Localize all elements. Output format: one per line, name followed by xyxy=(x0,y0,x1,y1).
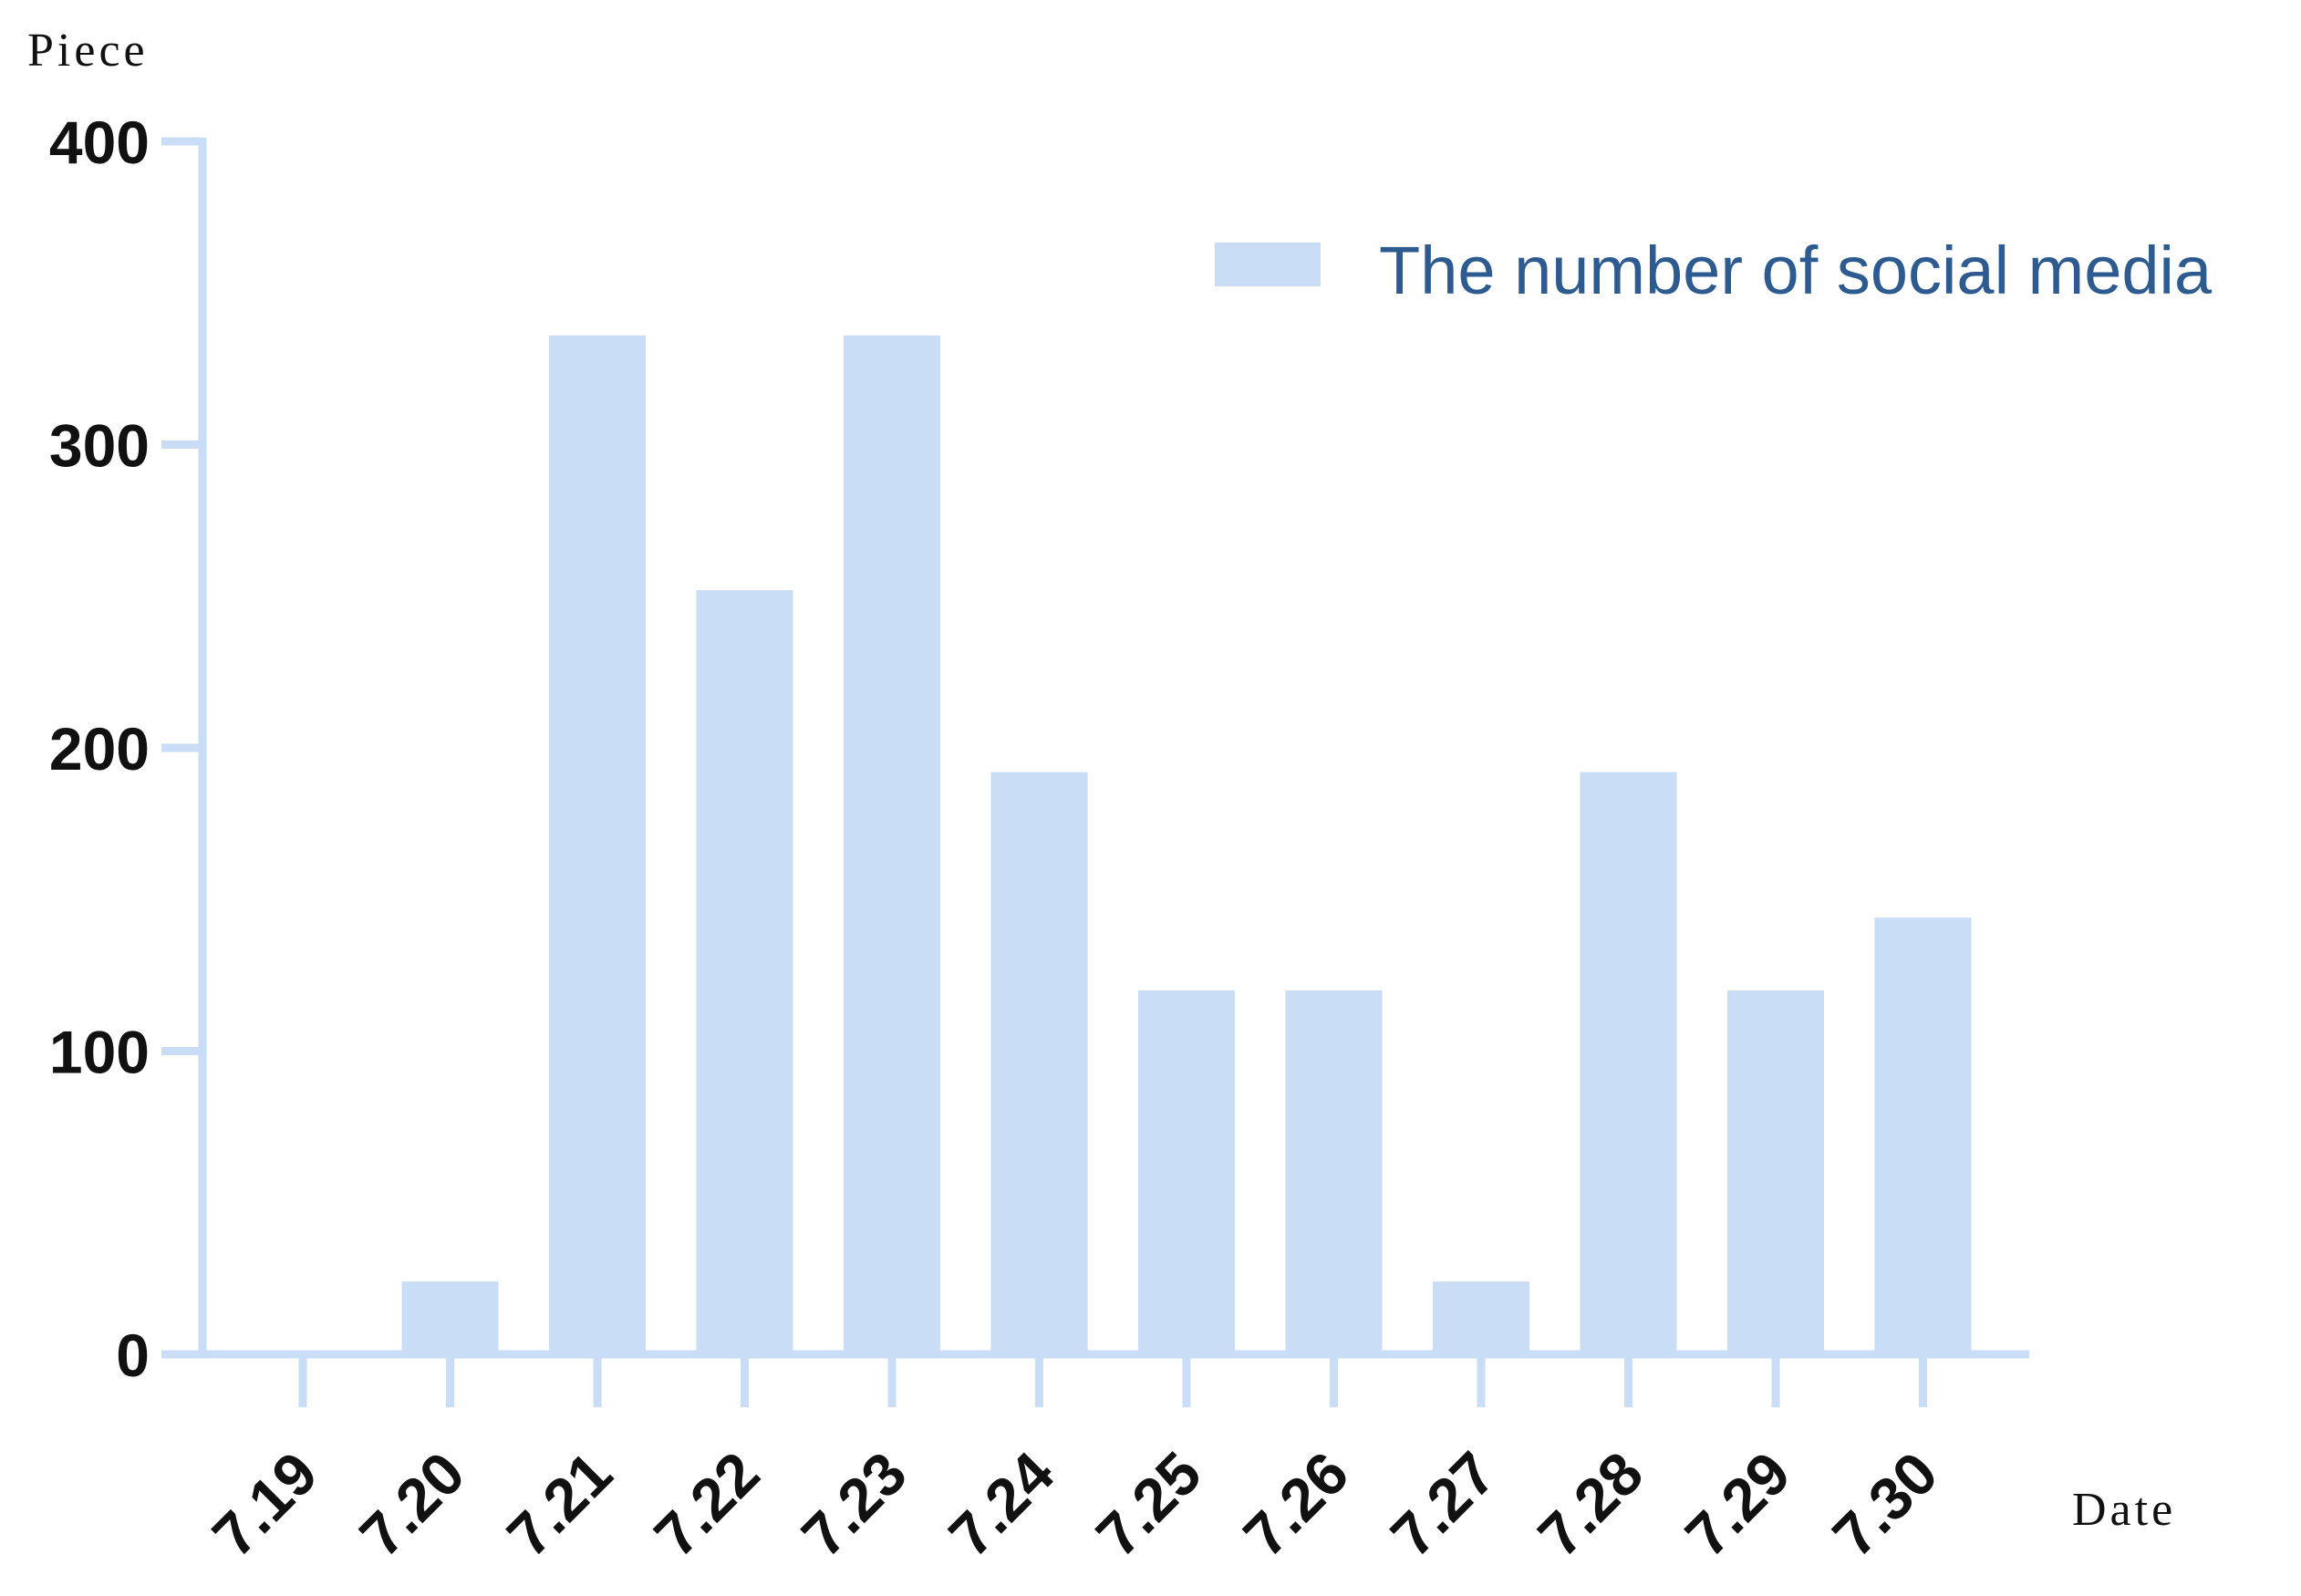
bar-7.23 xyxy=(844,335,940,1354)
y-ticks-group: 0 100 200 300 400 xyxy=(49,109,202,1389)
x-tick-label-7.25: 7.25 xyxy=(1083,1439,1214,1570)
x-tick-label-7.21: 7.21 xyxy=(494,1439,625,1570)
bars-group xyxy=(401,335,1972,1354)
y-tick-label-100: 100 xyxy=(49,1019,150,1086)
bar-7.21 xyxy=(549,335,646,1354)
bar-7.22 xyxy=(696,590,793,1354)
x-tick-label-7.24: 7.24 xyxy=(936,1438,1066,1569)
bar-7.30 xyxy=(1874,917,1972,1354)
y-tick-label-200: 200 xyxy=(49,715,150,782)
x-ticks-group: 7.19 7.20 7.21 7.22 7.23 7.24 7.25 7.26 7.27 7.28… xyxy=(200,1354,1950,1570)
x-tick-label-7.20: 7.20 xyxy=(347,1439,477,1570)
y-axis-label: Piece xyxy=(27,25,149,77)
legend: The number of social media xyxy=(1215,233,2213,308)
x-tick-label-7.30: 7.30 xyxy=(1819,1439,1950,1570)
bar-7.27 xyxy=(1433,1281,1529,1354)
x-tick-label-7.22: 7.22 xyxy=(641,1439,772,1570)
x-tick-label-7.26: 7.26 xyxy=(1230,1439,1361,1570)
bar-7.29 xyxy=(1727,990,1824,1354)
y-tick-label-300: 300 xyxy=(49,412,150,480)
x-tick-label-7.23: 7.23 xyxy=(789,1439,919,1570)
bar-7.25 xyxy=(1138,990,1235,1354)
bar-7.26 xyxy=(1285,990,1383,1354)
x-tick-label-7.28: 7.28 xyxy=(1525,1439,1655,1570)
bar-7.24 xyxy=(990,772,1088,1354)
bar-7.20 xyxy=(401,1281,499,1354)
y-tick-label-0: 0 xyxy=(116,1321,150,1389)
x-tick-label-7.19: 7.19 xyxy=(200,1439,330,1570)
x-tick-label-7.29: 7.29 xyxy=(1673,1439,1803,1570)
y-tick-label-400: 400 xyxy=(49,109,150,176)
legend-swatch xyxy=(1215,243,1321,286)
x-tick-label-7.27: 7.27 xyxy=(1378,1439,1508,1570)
bar-7.28 xyxy=(1580,772,1677,1354)
legend-label: The number of social media xyxy=(1379,233,2213,308)
x-axis-label: Date xyxy=(2072,1484,2176,1536)
